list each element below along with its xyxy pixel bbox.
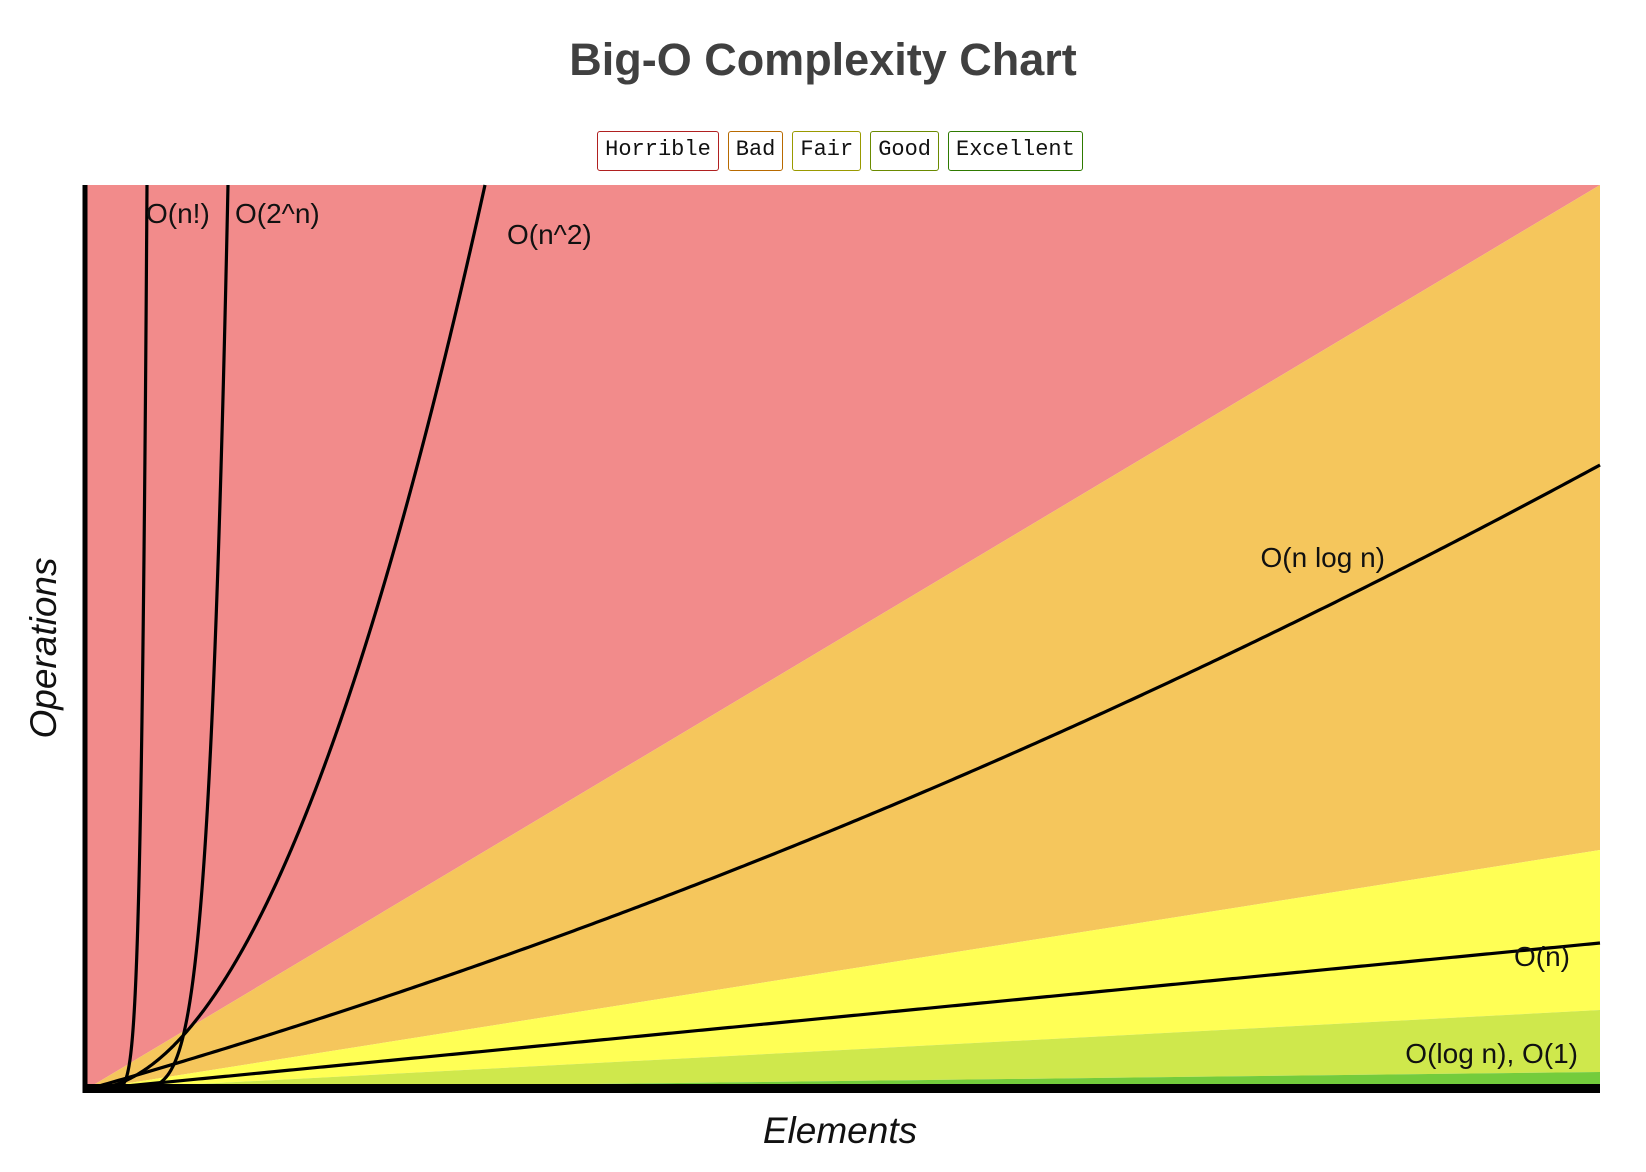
- label-linear: O(n): [1514, 941, 1570, 972]
- legend-item-excellent: Excellent: [948, 131, 1083, 171]
- label-linearithmic: O(n log n): [1261, 542, 1386, 573]
- curve-labels: O(n!) O(2^n) O(n^2) O(n log n) O(n) O(log n),…: [146, 198, 1578, 1069]
- curve-linearithmic: [84, 463, 1601, 1092]
- legend-item-bad: Bad: [727, 131, 784, 171]
- complexity-regions: [85, 185, 1600, 1090]
- curve-linear: [84, 941, 1601, 1092]
- legend-item-horrible: Horrible: [597, 131, 719, 171]
- x-axis-label: Elements: [762, 1110, 918, 1151]
- label-exponential: O(2^n): [235, 198, 320, 229]
- legend-item-fair: Fair: [792, 131, 862, 171]
- y-axis-label: Operations: [23, 557, 64, 739]
- label-quadratic: O(n^2): [507, 219, 592, 250]
- legend-item-good: Good: [870, 131, 940, 171]
- legend: Horrible Bad Fair Good Excellent: [17, 131, 1646, 171]
- label-factorial: O(n!): [146, 198, 210, 229]
- chart-title: Big-O Complexity Chart: [569, 34, 1077, 85]
- region-good: [85, 1010, 1600, 1090]
- curve-quadratic: [84, 184, 487, 1092]
- label-log-constant: O(log n), O(1): [1405, 1038, 1578, 1069]
- region-bad: [85, 185, 1600, 1090]
